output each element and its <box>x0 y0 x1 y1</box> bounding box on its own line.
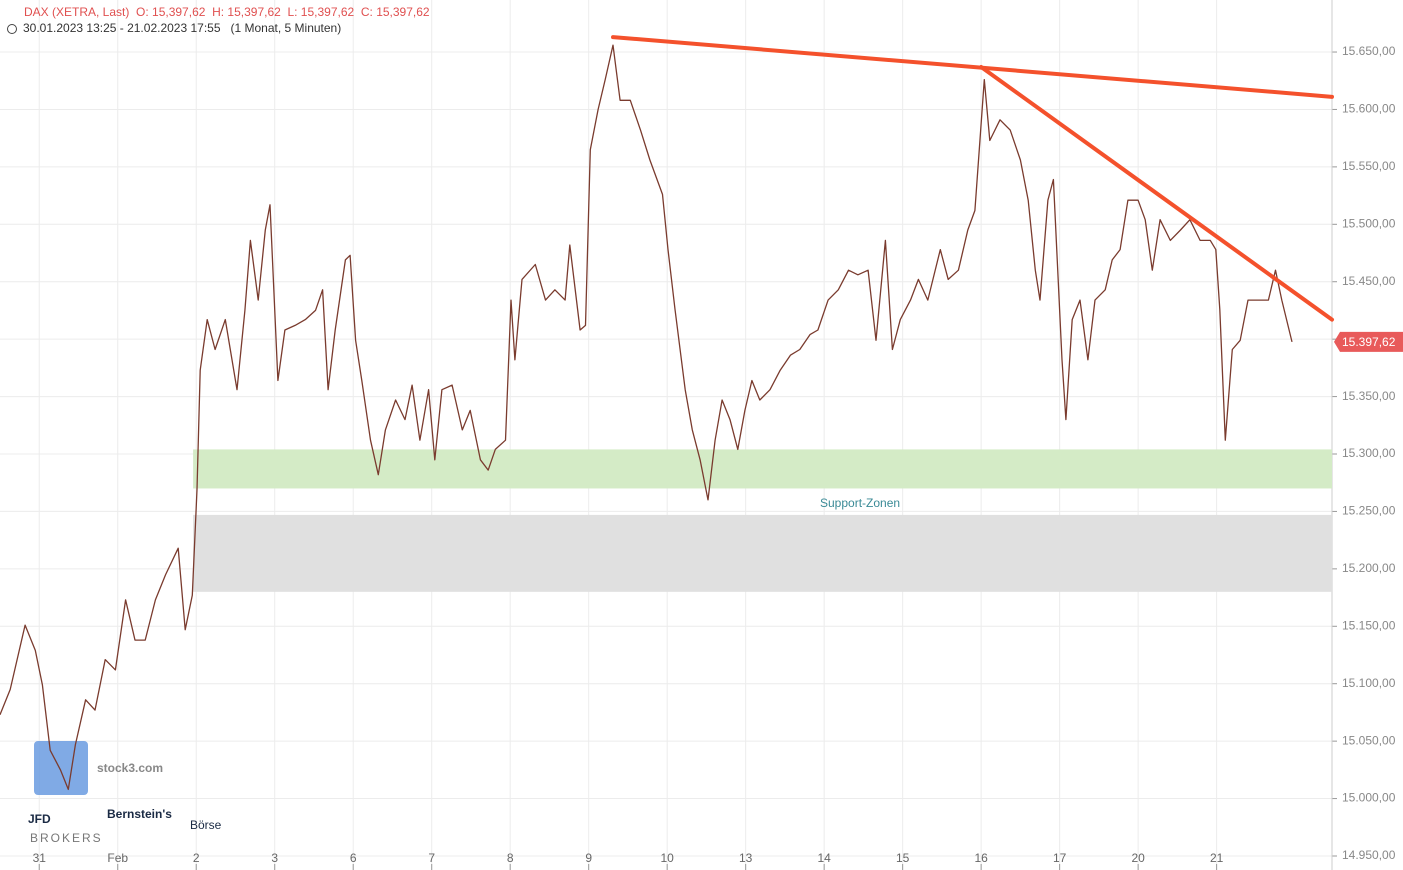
y-tick-label: 15.600,00 <box>1342 102 1396 116</box>
y-tick-label: 15.500,00 <box>1342 216 1396 230</box>
x-tick-label: 17 <box>1053 851 1067 865</box>
x-tick-label: 13 <box>739 851 753 865</box>
trend-line <box>979 64 1334 322</box>
x-tick-label: 14 <box>817 851 831 865</box>
x-tick-label: 21 <box>1210 851 1224 865</box>
watermark: JFD <box>28 812 51 826</box>
watermark: stock3.com <box>97 761 163 775</box>
trend-line <box>611 35 1334 99</box>
x-tick-label: Feb <box>107 851 128 865</box>
x-tick-label: 15 <box>896 851 910 865</box>
y-tick-label: 15.450,00 <box>1342 274 1396 288</box>
y-tick-label: 15.000,00 <box>1342 791 1396 805</box>
annotation: Support-Zonen <box>820 496 900 510</box>
y-tick-label: 15.100,00 <box>1342 676 1396 690</box>
x-tick-label: 8 <box>507 851 514 865</box>
y-tick-label: 15.550,00 <box>1342 159 1396 173</box>
x-tick-label: 20 <box>1131 851 1145 865</box>
x-tick-label: 10 <box>660 851 674 865</box>
price-line <box>0 44 1293 791</box>
y-tick-label: 15.050,00 <box>1342 733 1396 747</box>
x-tick-label: 6 <box>350 851 357 865</box>
x-tick-label: 3 <box>271 851 278 865</box>
y-tick-label: 15.350,00 <box>1342 389 1396 403</box>
last-price-label: 15.397,62 <box>1342 335 1396 349</box>
x-tick-label: 2 <box>193 851 200 865</box>
chart-subtitle: 30.01.2023 13:25 - 21.02.2023 17:55 (1 M… <box>23 21 341 35</box>
x-tick-label: 16 <box>974 851 988 865</box>
watermark: BROKERS <box>30 831 103 845</box>
support-band <box>193 514 1332 592</box>
x-tick-label: 7 <box>428 851 435 865</box>
y-tick-label: 15.200,00 <box>1342 561 1396 575</box>
watermark: Bernstein's <box>107 807 172 821</box>
y-tick-label: 15.250,00 <box>1342 504 1396 518</box>
y-tick-label: 14.950,00 <box>1342 848 1396 862</box>
clock-icon <box>7 24 17 34</box>
y-tick-label: 15.150,00 <box>1342 618 1396 632</box>
support-band <box>193 449 1332 489</box>
last-price-badge <box>1334 331 1403 352</box>
stock3-logo <box>34 741 88 795</box>
y-tick-label: 15.300,00 <box>1342 446 1396 460</box>
chart-title: DAX (XETRA, Last) O: 15,397,62 H: 15,397… <box>24 5 430 19</box>
x-tick-label: 31 <box>33 851 47 865</box>
watermark: Börse <box>190 818 222 832</box>
x-tick-label: 9 <box>585 851 592 865</box>
y-tick-label: 15.650,00 <box>1342 44 1396 58</box>
